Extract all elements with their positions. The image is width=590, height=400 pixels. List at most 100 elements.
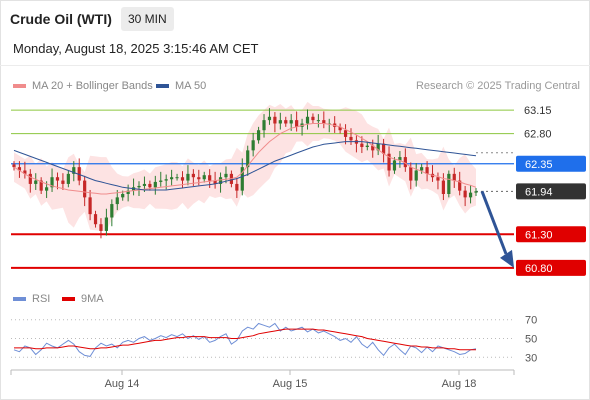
level-tag-60-80: [516, 259, 586, 276]
ma20-legend-label: MA 20 + Bollinger Bands: [32, 80, 153, 92]
level-tag-62-35: [516, 155, 586, 172]
candle-body: [213, 180, 217, 184]
candle-body: [39, 180, 43, 191]
level-label-60-80: 60.80: [525, 263, 553, 275]
candle-body: [425, 167, 429, 174]
candle-body: [28, 173, 32, 184]
header-divider: [0, 65, 590, 66]
candle-body: [463, 190, 467, 198]
candle-body: [55, 177, 60, 181]
candle-body: [208, 175, 212, 181]
candle-body: [83, 180, 87, 198]
candle-body: [305, 116, 310, 124]
candle-body: [66, 173, 70, 184]
x-tick-label: Aug 14: [105, 378, 140, 390]
candle-body: [126, 190, 130, 194]
candle-body: [191, 173, 195, 178]
candle-body: [409, 167, 413, 181]
candle-body: [50, 177, 54, 188]
candle-body: [295, 120, 299, 127]
candle-body: [392, 160, 397, 171]
instrument-title: Crude Oil (WTI): [10, 11, 112, 27]
candle-body: [365, 145, 369, 147]
level-label-61-94: 61.94: [525, 186, 553, 198]
candle-body: [17, 167, 22, 171]
ma50-swatch: [156, 84, 169, 88]
candle-body: [436, 177, 440, 181]
candle-body: [398, 157, 402, 161]
rsi-ma-legend-swatch: [62, 297, 75, 301]
candle-body: [164, 179, 168, 181]
timestamp: Monday, August 18, 2025 3:15:46 AM CET: [13, 41, 259, 56]
x-tick-label: Aug 18: [442, 378, 477, 390]
candle-body: [273, 116, 277, 124]
candle-body: [284, 120, 288, 124]
candle-body: [441, 180, 445, 194]
ma50-line: [13, 141, 477, 191]
candle-body: [148, 183, 152, 188]
candle-body: [468, 192, 473, 198]
candle-body: [93, 214, 98, 225]
rsi-line: [13, 322, 477, 357]
ma20-swatch: [13, 84, 26, 88]
candle-body: [278, 120, 282, 124]
candle-body: [420, 167, 424, 171]
candle-body: [115, 197, 119, 205]
candle-body: [403, 157, 407, 168]
ma20-line: [13, 123, 477, 195]
candle-body: [343, 130, 348, 137]
candle-body: [256, 130, 261, 141]
candle-body: [12, 164, 16, 168]
candle-body: [175, 177, 179, 179]
rsi-legend-swatch: [13, 297, 26, 301]
candle-body: [110, 204, 114, 218]
level-label-62-35: 62.35: [525, 159, 553, 171]
forecast-arrow-shaft: [480, 190, 508, 255]
forecast-arrow-head: [500, 249, 514, 268]
candle-body: [262, 120, 266, 131]
candle-body: [186, 173, 190, 181]
candle-body: [121, 194, 125, 198]
candle-body: [289, 120, 293, 124]
candle-body: [202, 175, 206, 180]
candle-body: [371, 145, 375, 151]
candle-body: [240, 167, 244, 191]
candle-body: [311, 116, 315, 121]
rsi-legend-label: RSI: [32, 293, 50, 305]
candle-body: [104, 217, 108, 231]
candle-body: [137, 185, 141, 188]
candle-body: [447, 173, 451, 194]
candle-body: [218, 177, 223, 184]
candle-body: [338, 126, 342, 131]
candle-body: [267, 116, 272, 121]
candle-body: [414, 170, 418, 181]
candle-body: [452, 173, 456, 181]
candle-body: [224, 173, 228, 178]
rsi-tick-50: 50: [525, 334, 537, 346]
candle-body: [99, 224, 103, 231]
candle-body: [235, 183, 239, 191]
candle-body: [180, 177, 185, 181]
candle-body: [142, 183, 147, 186]
candle-body: [88, 197, 92, 215]
rsi-ma-line: [14, 328, 476, 351]
candle-body: [387, 153, 391, 171]
candle-body: [61, 180, 65, 184]
candle-body: [458, 180, 462, 191]
candle-body: [159, 180, 163, 182]
ma50-legend-label: MA 50: [175, 80, 207, 92]
timeframe-badge[interactable]: 30 MIN: [121, 7, 174, 31]
rsi-tick-30: 30: [525, 352, 537, 364]
ma20-legend: MA 20 + Bollinger Bands: [13, 80, 153, 92]
level-label-61-30: 61.30: [525, 229, 553, 241]
x-tick-label: Aug 15: [273, 378, 308, 390]
candle-body: [153, 181, 157, 188]
candle-body: [376, 143, 380, 151]
candle-body: [316, 120, 320, 122]
candle-body: [474, 191, 478, 193]
chart-header: Crude Oil (WTI) 30 MIN: [0, 0, 590, 36]
bollinger-band: [14, 101, 476, 231]
candle-body: [72, 167, 76, 174]
rsi-ma-legend-label: 9MA: [81, 293, 104, 305]
